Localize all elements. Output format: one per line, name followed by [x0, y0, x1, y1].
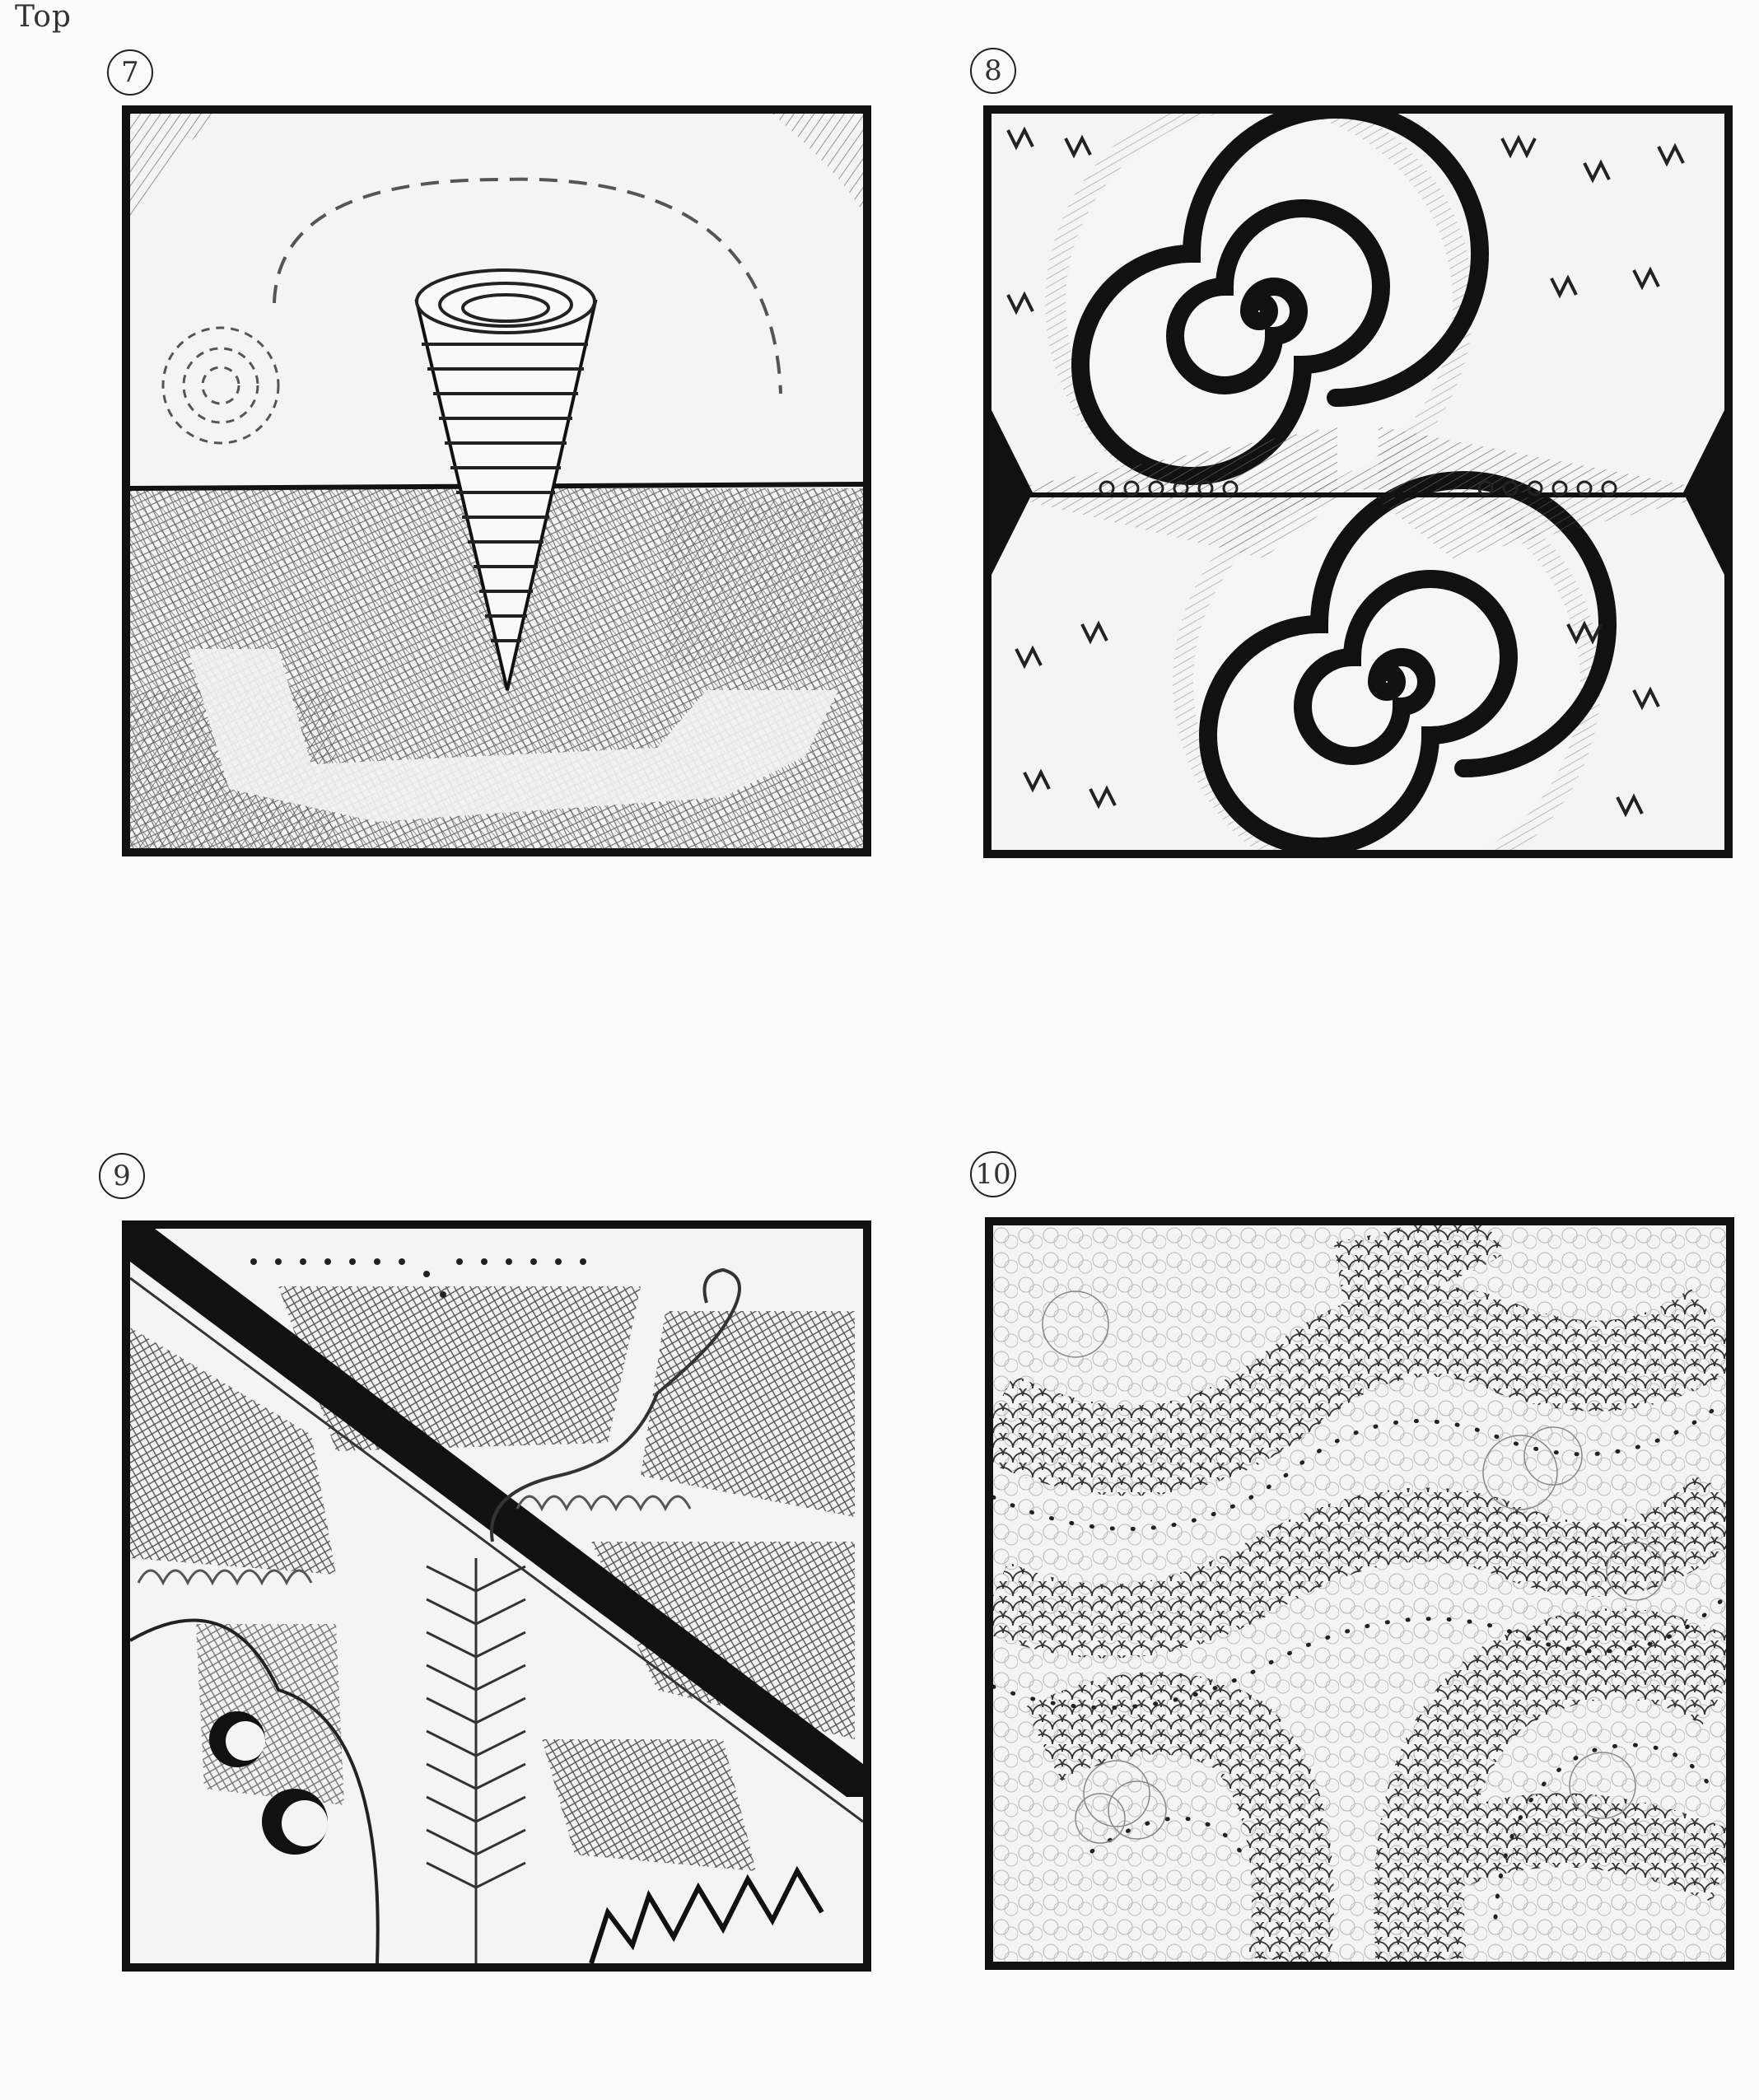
- dashed-sun: [161, 326, 280, 445]
- panel-10-number: 10: [970, 1151, 1016, 1197]
- scaled-band-lower-left: [1024, 1672, 1334, 1962]
- sky-hatch-left: [130, 114, 221, 221]
- panel-8-frame: [983, 105, 1733, 858]
- panel-9-drawing: [130, 1229, 863, 1963]
- panel-7-number: 7: [107, 49, 153, 96]
- scaled-band-top: [993, 1286, 1726, 1496]
- panel-7-drawing: [130, 114, 863, 848]
- light-path: [188, 649, 838, 822]
- scaled-band-middle: [993, 1471, 1726, 1659]
- dot-row: [250, 1258, 586, 1298]
- zigzag-teeth: [589, 1865, 824, 1963]
- wavy-left: [137, 1569, 313, 1586]
- panel-9-frame: [122, 1220, 871, 1972]
- curling-stem: [490, 1267, 741, 1542]
- scribble-clumps: [1042, 1290, 1665, 1844]
- panel-7-frame: [122, 105, 871, 856]
- top-orientation-label: Top: [15, 0, 72, 34]
- right-wedge: [1379, 427, 1724, 501]
- zigzag-marks: [1006, 126, 1685, 818]
- wavy-right: [516, 1495, 692, 1512]
- hatch-patch-right: [641, 1311, 855, 1517]
- striped-cone: [414, 268, 598, 691]
- scaled-band-lower-right: [1374, 1608, 1726, 1962]
- panel-10-frame: [985, 1217, 1734, 1970]
- hatch-patch-bottom-right: [542, 1739, 756, 1871]
- panel-10-drawing: [993, 1225, 1726, 1962]
- loop-chain: [1099, 480, 1617, 497]
- sky-hatch-right: [772, 114, 863, 212]
- hatch-patch-left: [130, 1328, 336, 1575]
- dotted-contours: [993, 1404, 1726, 1920]
- dashed-arc: [273, 177, 782, 394]
- upper-spiral: [1071, 114, 1489, 485]
- hatch-patch-mid-right: [591, 1542, 855, 1739]
- panel-8-number: 8: [970, 48, 1016, 94]
- lobed-outline: [130, 1618, 380, 1963]
- left-wedge: [991, 427, 1337, 501]
- panel-9-number: 9: [99, 1153, 145, 1199]
- panel-8-drawing: [991, 114, 1724, 850]
- feather-spine: [426, 1558, 526, 1963]
